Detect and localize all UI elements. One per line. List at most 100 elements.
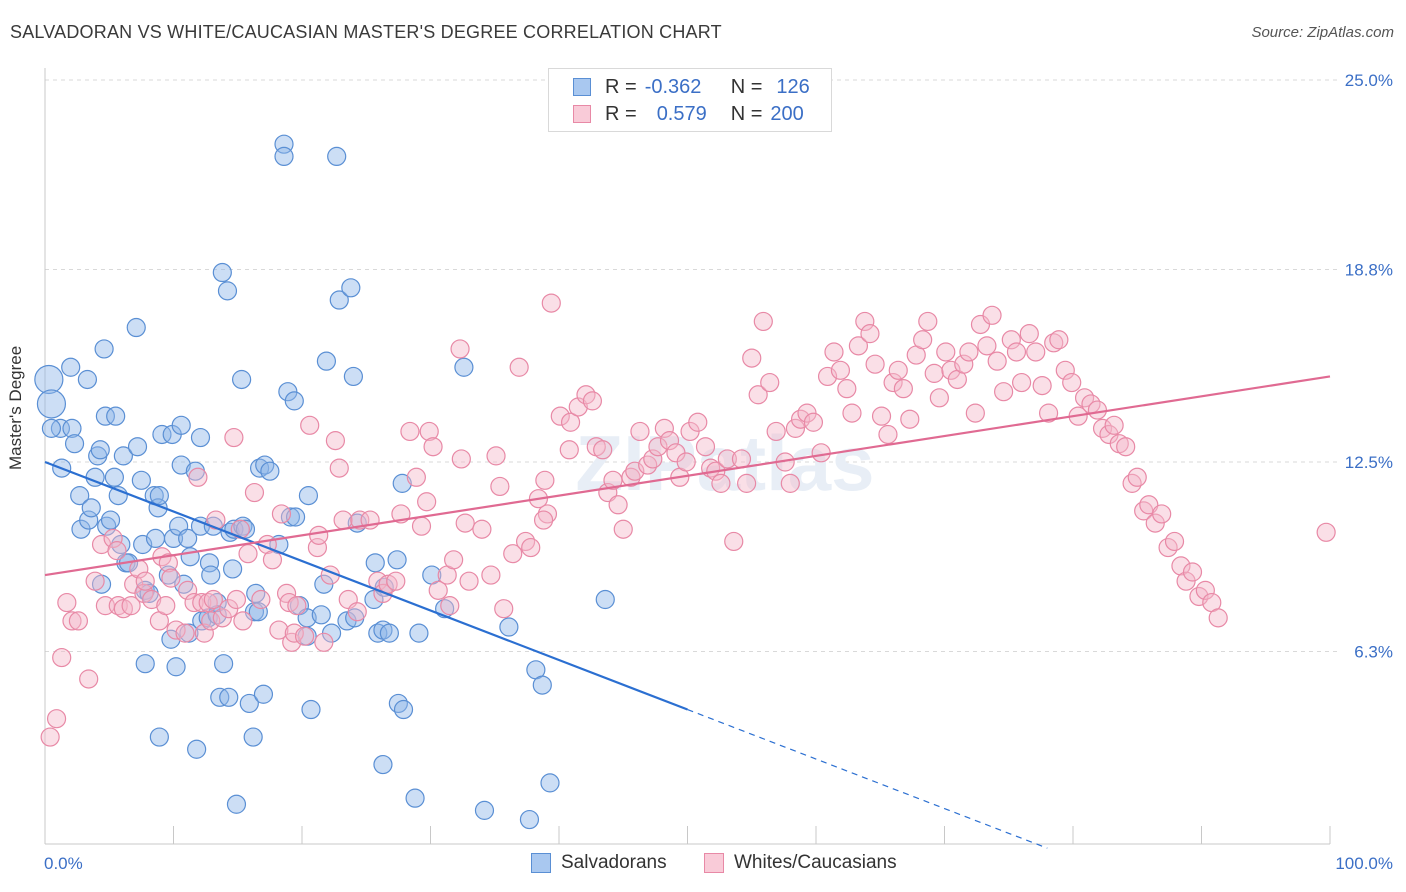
white-point xyxy=(184,592,204,613)
salvadoran-point xyxy=(201,565,221,585)
salvadoran-point xyxy=(126,317,146,338)
white-point xyxy=(533,510,554,530)
white-point xyxy=(742,348,762,368)
white-point xyxy=(860,324,880,344)
white-point xyxy=(440,596,460,616)
salvadoran-point xyxy=(145,528,166,549)
white-point xyxy=(643,449,663,469)
salvadoran-point xyxy=(327,146,347,166)
salvadoran-point xyxy=(274,146,294,166)
salvadoran-point xyxy=(243,727,263,747)
white-point xyxy=(1127,467,1147,487)
salvadoran-point xyxy=(255,455,275,475)
white-point xyxy=(568,397,588,417)
white-point xyxy=(450,339,470,359)
salvadoran-point xyxy=(226,794,247,814)
salvadoran-point xyxy=(152,424,172,445)
salvadoran-point xyxy=(161,629,181,649)
salvadoran-point xyxy=(223,559,243,579)
white-point xyxy=(1152,504,1172,524)
white-point xyxy=(593,440,613,460)
salvadoran-point xyxy=(387,550,407,570)
salvadoran-point xyxy=(519,809,540,830)
white-point xyxy=(541,293,561,313)
white-point xyxy=(85,571,105,591)
white-point xyxy=(760,372,780,393)
white-point xyxy=(134,583,154,604)
white-point xyxy=(893,379,913,399)
white-point xyxy=(560,412,581,432)
white-point xyxy=(1316,522,1336,542)
white-point xyxy=(400,421,420,442)
white-point xyxy=(203,589,223,610)
white-point xyxy=(535,470,555,490)
white-point xyxy=(1019,324,1039,344)
white-point xyxy=(103,528,123,549)
white-point xyxy=(503,544,523,564)
white-point xyxy=(62,611,82,631)
salvadoran-point xyxy=(285,507,306,527)
white-point xyxy=(121,596,141,616)
white-point xyxy=(57,592,77,613)
white-point xyxy=(1032,376,1052,396)
white-point xyxy=(977,336,997,356)
white-point xyxy=(994,382,1014,402)
salvadoran-point xyxy=(233,516,253,536)
white-point xyxy=(900,409,920,429)
salvadoran-point xyxy=(454,357,474,377)
legend-item-salvadorans[interactable]: Salvadorans xyxy=(531,852,667,874)
salvadoran-point xyxy=(70,486,90,506)
white-point xyxy=(676,452,696,472)
white-point xyxy=(294,626,315,646)
salvadorans-square-icon xyxy=(531,853,551,873)
salvadoran-point xyxy=(214,654,234,674)
white-point xyxy=(156,596,176,616)
white-point xyxy=(481,565,501,585)
white-point xyxy=(848,336,869,356)
white-point xyxy=(638,455,658,475)
white-point xyxy=(654,418,674,438)
white-point xyxy=(521,537,541,558)
r-label: R = xyxy=(605,75,637,98)
salvadoran-point xyxy=(499,617,519,637)
white-point xyxy=(1208,608,1228,628)
chart-title: SALVADORAN VS WHITE/CAUCASIAN MASTER'S D… xyxy=(10,22,722,42)
white-point xyxy=(582,391,603,411)
salvadoran-point xyxy=(79,510,99,530)
legend-item-whites[interactable]: Whites/Caucasians xyxy=(704,852,897,874)
salvadoran-point xyxy=(392,473,412,493)
salvadoran-point xyxy=(260,461,280,481)
white-point xyxy=(309,525,329,545)
salvadoran-point xyxy=(127,437,148,457)
salvadoran-point xyxy=(171,455,191,475)
white-point xyxy=(811,443,831,463)
white-point xyxy=(411,516,432,536)
salvadoran-point xyxy=(131,470,151,490)
white-point xyxy=(325,431,346,451)
n-label: N = xyxy=(730,75,763,98)
salvadorans-swatch-icon xyxy=(573,78,591,96)
salvadoran-point xyxy=(405,788,425,808)
white-point xyxy=(1195,580,1215,600)
salvadoran-point xyxy=(368,623,388,643)
white-point xyxy=(444,550,464,570)
white-point xyxy=(888,360,908,380)
white-point xyxy=(251,589,271,610)
white-point xyxy=(198,592,218,613)
white-point xyxy=(515,531,536,552)
white-point xyxy=(175,623,195,643)
white-point xyxy=(878,424,898,445)
white-point xyxy=(455,513,475,533)
salvadoran-point xyxy=(187,739,207,759)
white-point xyxy=(135,571,155,591)
white-point xyxy=(613,519,633,539)
legend-row-salvadorans: R = -0.362 N = 126 xyxy=(573,75,810,99)
white-point xyxy=(419,421,439,442)
salvadoran-point xyxy=(106,406,126,426)
white-point xyxy=(472,519,492,539)
white-point xyxy=(1026,342,1046,362)
series-legend: Salvadorans Whites/Caucasians xyxy=(0,852,1406,876)
white-point xyxy=(1122,473,1142,493)
salvadoran-point xyxy=(393,699,414,720)
salvadoran-point xyxy=(199,553,220,573)
